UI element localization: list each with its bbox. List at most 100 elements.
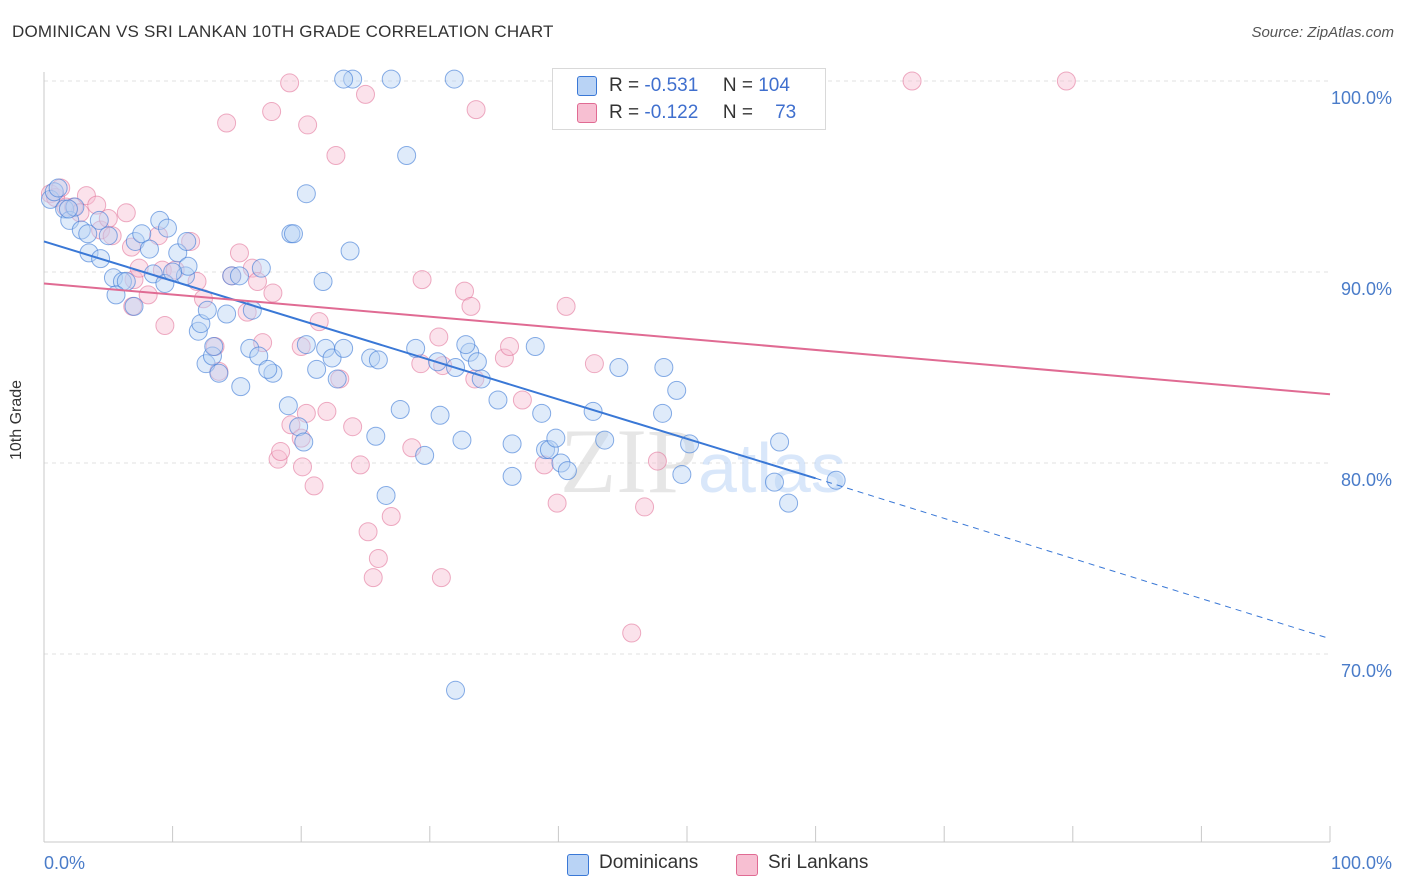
x-tick-label: 0.0% xyxy=(44,853,85,873)
y-tick-label: 70.0% xyxy=(1341,661,1392,681)
dominicans-point xyxy=(65,197,85,217)
dominicans-point xyxy=(296,184,316,204)
dominicans-point xyxy=(263,363,283,383)
n-value-dominicans: 104 xyxy=(758,75,790,96)
dominicans-point xyxy=(430,405,450,425)
dominicans-point xyxy=(525,336,545,356)
stats-legend: R = -0.531 N = 104 R = -0.122 N = 73 xyxy=(552,68,826,130)
sri-lankans-point xyxy=(304,476,324,496)
pink-swatch-icon xyxy=(577,103,597,123)
sri-lankans-point xyxy=(280,73,300,93)
dominicans-point xyxy=(444,69,464,89)
dominicans-point xyxy=(294,432,314,452)
dominicans-point xyxy=(157,218,177,238)
sri-lankans-trend-line xyxy=(43,282,1331,396)
y-tick-label: 90.0% xyxy=(1341,279,1392,299)
sri-lankans-point xyxy=(461,296,481,316)
x-tick-label: 100.0% xyxy=(1331,853,1392,873)
dominicans-point xyxy=(177,231,197,251)
sri-lankans-point xyxy=(429,327,449,347)
dominicans-point xyxy=(289,417,309,437)
dominicans-trend-extension xyxy=(815,477,1331,640)
sri-lankans-point xyxy=(350,455,370,475)
watermark-atlas: atlas xyxy=(698,429,846,507)
legend-row-dominicans-text: R = -0.531 N = 104 xyxy=(609,75,790,97)
sri-lankans-point xyxy=(268,449,288,469)
dominicans-point xyxy=(452,430,472,450)
y-tick-label: 80.0% xyxy=(1341,470,1392,490)
sri-lankans-point xyxy=(87,195,107,215)
dominicans-point xyxy=(217,304,237,324)
sri-lankans-point xyxy=(309,312,329,332)
dominicans-point xyxy=(340,241,360,261)
dominicans-point xyxy=(471,369,491,389)
sri-lankans-point xyxy=(431,568,451,588)
sri-lankans-point xyxy=(262,102,282,122)
watermark-zip: ZIP xyxy=(560,410,698,512)
dominicans-points xyxy=(40,69,846,700)
dominicans-point xyxy=(48,178,68,198)
sri-lankans-point xyxy=(298,115,318,135)
dominicans-point xyxy=(532,403,552,423)
dominicans-point xyxy=(44,182,64,202)
dominicans-point xyxy=(551,453,571,473)
dominicans-point xyxy=(366,426,386,446)
sri-lankans-point xyxy=(292,457,312,477)
dominicans-point xyxy=(609,358,629,377)
sri-lankans-point xyxy=(356,84,375,104)
legend-row-sri-lankans-text: R = -0.122 N = 73 xyxy=(609,102,796,124)
n-label: N = xyxy=(722,102,753,123)
dominicans-point xyxy=(283,224,303,244)
sri-lankans-point xyxy=(584,354,604,374)
sri-lankans-point xyxy=(155,315,175,335)
dominicans-point xyxy=(770,432,790,452)
dominicans-point xyxy=(327,369,347,389)
dominicans-point xyxy=(502,434,522,454)
dominicans-point xyxy=(653,403,673,423)
sri-lankans-point xyxy=(358,522,378,542)
sri-lankans-point xyxy=(124,270,144,290)
sri-lankans-point xyxy=(547,493,567,513)
dominicans-point xyxy=(397,145,417,165)
sri-lankans-point xyxy=(116,203,136,223)
dominicans-point xyxy=(557,461,577,481)
dominicans-trend-line xyxy=(43,240,816,480)
dominicans-point xyxy=(98,226,118,246)
dominicans-point xyxy=(78,224,98,244)
dominicans-point xyxy=(132,224,152,244)
dominicans-point xyxy=(826,470,846,490)
dominicans-point xyxy=(251,258,271,278)
n-label: N = xyxy=(722,75,753,96)
sri-lankans-point xyxy=(512,390,532,410)
sri-lankans-point xyxy=(363,568,383,588)
dominicans-point xyxy=(150,210,170,230)
source-label: Source: ZipAtlas.com xyxy=(1251,24,1394,41)
dominicans-point xyxy=(368,350,388,370)
chart-title: DOMINICAN VS SRI LANKAN 10TH GRADE CORRE… xyxy=(12,22,554,41)
dominicans-point xyxy=(381,69,401,89)
sri-lankans-point xyxy=(1056,71,1076,91)
dominicans-point xyxy=(390,400,410,420)
sri-lankans-point xyxy=(494,348,514,368)
dominicans-point xyxy=(583,401,603,421)
dominicans-point xyxy=(278,396,298,416)
dominicans-point xyxy=(334,338,354,358)
sri-lankans-point xyxy=(902,71,922,91)
legend-label-sri-lankans: Sri Lankans xyxy=(768,852,869,873)
dominicans-point xyxy=(502,466,522,486)
sri-lankans-point xyxy=(412,270,432,290)
blue-swatch-icon xyxy=(577,76,597,96)
dominicans-point xyxy=(680,434,700,454)
sri-lankans-point xyxy=(466,100,486,120)
dominicans-point xyxy=(446,680,466,700)
dominicans-point xyxy=(229,266,249,286)
sri-lankans-point xyxy=(76,186,96,206)
sri-lankans-point xyxy=(138,285,158,305)
dominicans-point xyxy=(202,346,222,366)
dominicans-point xyxy=(546,428,566,448)
dominicans-point xyxy=(779,493,799,513)
dominicans-point xyxy=(231,377,251,397)
y-tick-label: 100.0% xyxy=(1331,88,1392,108)
trend-lines xyxy=(43,240,1331,640)
